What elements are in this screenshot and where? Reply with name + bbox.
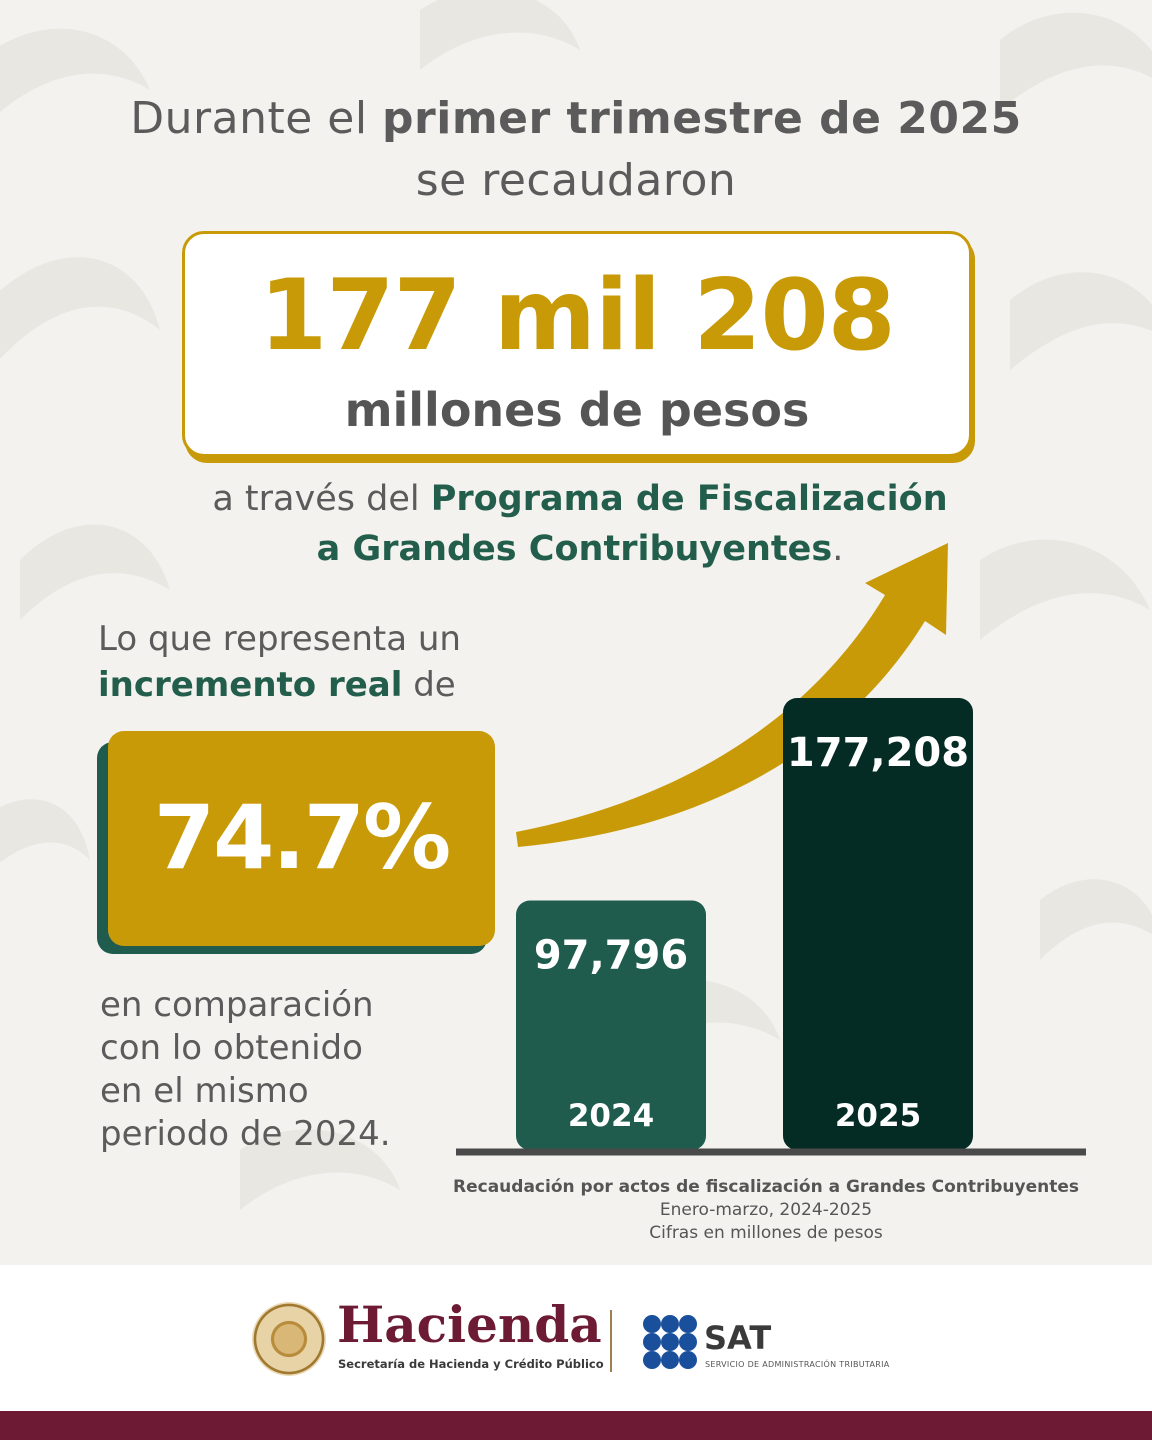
headline-prefix: Durante el xyxy=(130,93,383,144)
amount-value: 177 mil 208 xyxy=(259,259,896,373)
bar-category-label: 2025 xyxy=(835,1098,921,1134)
sat-logo-name: SAT xyxy=(704,1319,772,1357)
footer-bar xyxy=(0,1411,1152,1440)
upward-trend-arrow-icon xyxy=(516,543,948,847)
program-suffix: . xyxy=(832,529,844,569)
headline: Durante el primer trimestre de 2025 se r… xyxy=(0,88,1152,212)
percent-box: 74.7% xyxy=(108,731,495,946)
bar-chart: 97,796 2024 177,208 2025 xyxy=(456,543,1086,1156)
comparison-text: en comparación con lo obtenido en el mis… xyxy=(100,984,460,1156)
bars-group: 97,796 2024 177,208 2025 xyxy=(516,698,973,1150)
percent-value: 74.7% xyxy=(153,786,451,889)
logo-divider xyxy=(610,1310,612,1372)
program-name-line1: Programa de Fiscalización xyxy=(430,479,948,519)
program-line1: a través del Programa de Fiscalización xyxy=(150,474,1010,524)
footer xyxy=(0,1265,1152,1411)
program-line2: a Grandes Contribuyentes. xyxy=(150,524,1010,574)
chart-title: Recaudación por actos de fiscalización a… xyxy=(453,1177,1079,1197)
bar-2025 xyxy=(783,698,973,1150)
bar-value-label: 97,796 xyxy=(534,933,688,979)
increase-lead-line2: incremento real de xyxy=(98,662,538,708)
chart-caption: Recaudación por actos de fiscalización a… xyxy=(440,1176,1092,1245)
comparison-line: en comparación xyxy=(100,985,374,1025)
sat-logo-subtitle: SERVICIO DE ADMINISTRACIÓN TRIBUTARIA xyxy=(705,1360,890,1369)
program-name-line2: a Grandes Contribuyentes xyxy=(316,529,833,569)
mexican-coat-of-arms-seal-icon xyxy=(252,1302,326,1376)
comparison-line: con lo obtenido xyxy=(100,1028,363,1068)
amount-unit: millones de pesos xyxy=(344,383,810,437)
amount-box: 177 mil 208 millones de pesos xyxy=(182,231,972,457)
chart-subtitle: Enero-marzo, 2024-2025 xyxy=(659,1200,873,1220)
bar-value-label: 177,208 xyxy=(787,730,969,776)
headline-line1: Durante el primer trimestre de 2025 xyxy=(0,88,1152,150)
bar-2024 xyxy=(516,900,706,1150)
increase-lead-after: de xyxy=(402,665,456,705)
increase-lead: Lo que representa un incremento real de xyxy=(98,616,538,708)
bar-category-label: 2024 xyxy=(568,1098,654,1134)
headline-line2: se recaudaron xyxy=(415,155,737,206)
sat-dots-logo-icon xyxy=(643,1315,697,1369)
headline-bold: primer trimestre de 2025 xyxy=(382,93,1022,144)
increase-lead-line1: Lo que representa un xyxy=(98,619,461,659)
chart-subtitle: Cifras en millones de pesos xyxy=(649,1223,883,1243)
program-statement: a través del Programa de Fiscalización a… xyxy=(150,474,1010,574)
hacienda-logo-name: Hacienda xyxy=(337,1295,602,1354)
comparison-line: periodo de 2024. xyxy=(100,1114,391,1154)
comparison-line: en el mismo xyxy=(100,1071,309,1111)
background-pattern xyxy=(0,0,1152,1210)
increase-lead-bold: incremento real xyxy=(98,665,403,705)
program-prefix: a través del xyxy=(212,479,431,519)
hacienda-logo-subtitle: Secretaría de Hacienda y Crédito Público xyxy=(338,1357,604,1371)
